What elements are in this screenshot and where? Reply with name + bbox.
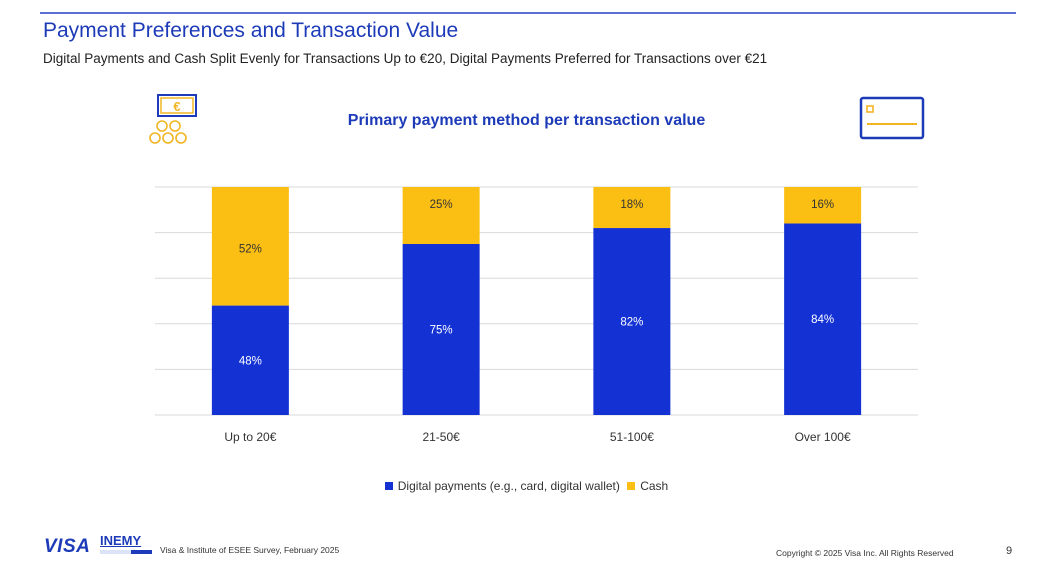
legend-swatch-cash — [627, 482, 636, 490]
x-tick-label: 51-100€ — [610, 430, 654, 444]
data-label: 75% — [430, 325, 453, 337]
data-label: 84% — [811, 314, 834, 326]
x-tick-label: 21-50€ — [422, 430, 460, 444]
legend-item-cash: Cash — [627, 479, 668, 493]
x-tick-label: Over 100€ — [795, 430, 851, 444]
credit-card-icon — [859, 96, 925, 140]
copyright-note: Copyright © 2025 Visa Inc. All Rights Re… — [776, 548, 954, 558]
chart-title: Primary payment method per transaction v… — [347, 112, 706, 129]
data-label: 52% — [239, 244, 262, 256]
legend-item-digital: Digital payments (e.g., card, digital wa… — [384, 479, 620, 493]
page-number: 9 — [1006, 545, 1013, 557]
x-tick-label: Up to 20€ — [224, 430, 276, 444]
data-label: 16% — [811, 199, 834, 211]
bar-digital — [593, 228, 671, 415]
data-label: 25% — [430, 199, 453, 211]
chart-legend: Digital payments (e.g., card, digital wa… — [0, 479, 1053, 493]
bar-cash — [402, 187, 480, 244]
data-label: 48% — [239, 355, 262, 367]
bar-digital — [402, 244, 480, 415]
bar-cash — [784, 187, 862, 224]
bar-cash — [211, 187, 289, 306]
footer-logo: VISA INEMY — [44, 533, 152, 558]
euro-symbol: € — [173, 99, 180, 114]
bar-cash — [593, 187, 671, 229]
page-subtitle: Digital Payments and Cash Split Evenly f… — [43, 51, 768, 66]
inemy-logo-bar — [100, 550, 152, 554]
data-label: 18% — [620, 199, 643, 211]
legend-label-cash: Cash — [640, 479, 669, 493]
inemy-logo: INEMY — [100, 533, 142, 548]
legend-label-digital: Digital payments (e.g., card, digital wa… — [397, 479, 620, 493]
bar-digital — [784, 223, 862, 415]
cash-coins-icon: € — [149, 94, 197, 144]
data-label: 82% — [620, 317, 643, 329]
page-title: Payment Preferences and Transaction Valu… — [43, 19, 459, 42]
bar-digital — [211, 305, 289, 415]
visa-logo: VISA — [44, 536, 91, 557]
legend-swatch-digital — [384, 482, 393, 490]
top-rule — [40, 12, 1016, 14]
source-note: Visa & Institute of ESEE Survey, Februar… — [160, 545, 340, 555]
